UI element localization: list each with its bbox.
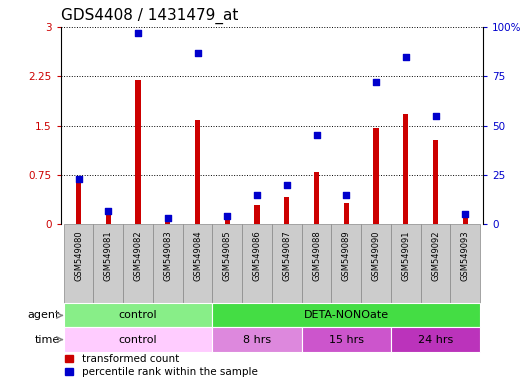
Bar (153, 224, 183, 303)
Bar (373, 127, 379, 224)
Bar (463, 217, 468, 224)
Bar (391, 224, 421, 303)
Bar (106, 210, 111, 224)
Bar (272, 224, 301, 303)
Bar (93, 224, 123, 303)
Text: time: time (35, 334, 60, 344)
Point (372, 79, 380, 85)
Point (253, 192, 261, 198)
Bar (64, 224, 93, 303)
Bar (212, 328, 301, 352)
Bar (433, 140, 438, 224)
Point (342, 192, 351, 198)
Text: DETA-NONOate: DETA-NONOate (304, 310, 389, 320)
Text: GSM549090: GSM549090 (372, 231, 381, 281)
Text: GSM549081: GSM549081 (104, 231, 113, 281)
Text: GSM549089: GSM549089 (342, 231, 351, 281)
Text: agent: agent (28, 310, 60, 320)
Bar (314, 172, 319, 224)
Bar (242, 224, 272, 303)
Text: GSM549082: GSM549082 (134, 231, 143, 281)
Point (74, 176, 83, 182)
Bar (64, 328, 212, 352)
Bar (344, 203, 349, 224)
Point (282, 182, 291, 188)
Bar (135, 79, 141, 224)
Bar (421, 224, 450, 303)
Text: GSM549088: GSM549088 (312, 231, 321, 281)
Text: GSM549086: GSM549086 (252, 231, 261, 281)
Bar (64, 303, 212, 328)
Text: 24 hrs: 24 hrs (418, 334, 453, 344)
Text: 15 hrs: 15 hrs (329, 334, 364, 344)
Text: GSM549084: GSM549084 (193, 231, 202, 281)
Bar (183, 224, 212, 303)
Text: 8 hrs: 8 hrs (243, 334, 271, 344)
Bar (391, 328, 480, 352)
Bar (76, 177, 81, 224)
Text: GSM549080: GSM549080 (74, 231, 83, 281)
Point (134, 30, 142, 36)
Text: GSM549092: GSM549092 (431, 231, 440, 281)
Text: GSM549083: GSM549083 (163, 231, 172, 281)
Bar (123, 224, 153, 303)
Text: GSM549087: GSM549087 (282, 231, 291, 281)
Text: control: control (119, 310, 157, 320)
Bar (165, 219, 171, 224)
Text: GDS4408 / 1431479_at: GDS4408 / 1431479_at (61, 7, 238, 23)
Text: GSM549093: GSM549093 (461, 231, 470, 281)
Bar (195, 120, 200, 224)
Point (313, 132, 321, 139)
Bar (450, 224, 480, 303)
Bar (212, 224, 242, 303)
Bar (254, 205, 260, 224)
Bar (224, 217, 230, 224)
Point (431, 113, 440, 119)
Bar (212, 303, 480, 328)
Point (193, 50, 202, 56)
Text: GSM549085: GSM549085 (223, 231, 232, 281)
Point (461, 212, 469, 218)
Point (164, 215, 172, 222)
Legend: transformed count, percentile rank within the sample: transformed count, percentile rank withi… (61, 350, 261, 382)
Bar (361, 224, 391, 303)
Bar (284, 197, 289, 224)
Text: control: control (119, 334, 157, 344)
Point (104, 207, 112, 214)
Bar (301, 224, 332, 303)
Point (402, 53, 410, 60)
Point (223, 214, 231, 220)
Bar (403, 114, 409, 224)
Text: GSM549091: GSM549091 (401, 231, 410, 281)
Bar (332, 224, 361, 303)
Bar (301, 328, 391, 352)
